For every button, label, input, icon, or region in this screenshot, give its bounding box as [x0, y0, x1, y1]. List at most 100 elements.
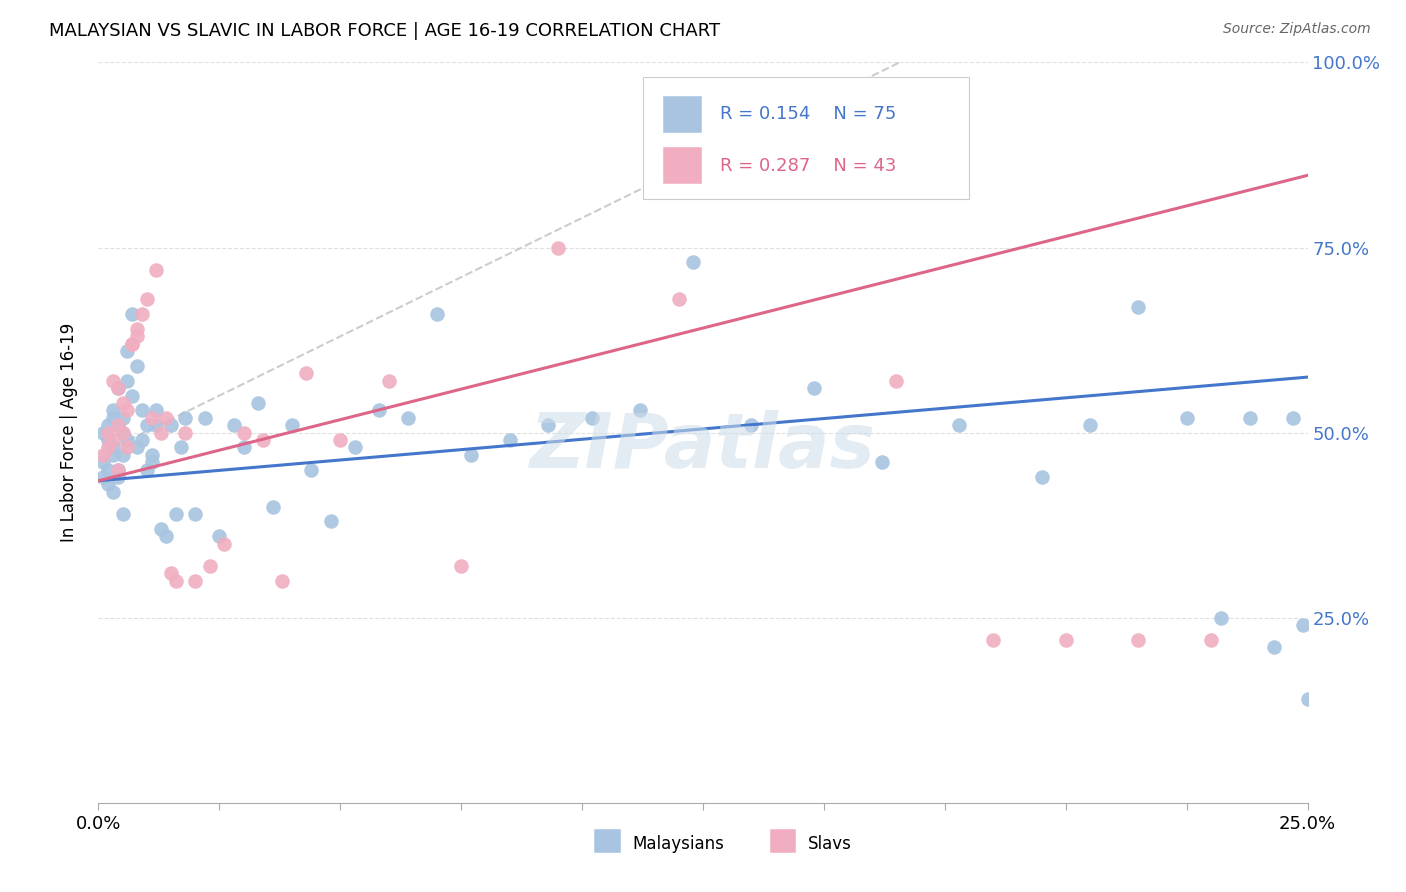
- Point: [145, 262, 167, 277]
- Point: [91, 470, 114, 484]
- Point: [222, 418, 245, 433]
- Point: [232, 425, 254, 440]
- Point: [111, 410, 134, 425]
- Point: [127, 329, 149, 343]
- Point: [1296, 692, 1319, 706]
- Point: [121, 307, 143, 321]
- Point: [194, 410, 217, 425]
- Point: [111, 396, 134, 410]
- Point: [1282, 410, 1305, 425]
- Point: [212, 536, 235, 550]
- Point: [131, 433, 153, 447]
- Point: [377, 374, 399, 388]
- Point: [117, 441, 139, 455]
- Bar: [769, 830, 796, 853]
- Point: [127, 359, 149, 373]
- Point: [271, 574, 294, 588]
- Point: [101, 433, 124, 447]
- Point: [121, 336, 143, 351]
- Point: [107, 462, 129, 476]
- Point: [155, 410, 177, 425]
- Point: [252, 433, 274, 447]
- Point: [547, 240, 569, 255]
- Point: [184, 507, 207, 521]
- Point: [319, 515, 342, 529]
- Point: [1031, 470, 1053, 484]
- Point: [111, 448, 134, 462]
- Point: [169, 441, 191, 455]
- Point: [101, 403, 124, 417]
- Point: [740, 418, 762, 433]
- Point: [160, 566, 183, 581]
- Point: [107, 462, 129, 476]
- Point: [160, 418, 183, 433]
- Point: [174, 410, 197, 425]
- Point: [150, 425, 173, 440]
- Point: [117, 433, 139, 447]
- Point: [127, 322, 149, 336]
- Point: [460, 448, 482, 462]
- Point: [131, 307, 153, 321]
- Point: [1199, 632, 1222, 647]
- Point: [145, 403, 167, 417]
- Text: R = 0.154    N = 75: R = 0.154 N = 75: [720, 105, 896, 123]
- Point: [165, 574, 187, 588]
- Point: [1078, 418, 1101, 433]
- Point: [150, 522, 173, 536]
- Point: [628, 403, 651, 417]
- Text: R = 0.287    N = 43: R = 0.287 N = 43: [720, 157, 896, 175]
- Point: [232, 441, 254, 455]
- Point: [135, 418, 157, 433]
- Point: [789, 174, 811, 188]
- Point: [948, 418, 970, 433]
- Y-axis label: In Labor Force | Age 16-19: In Labor Force | Age 16-19: [59, 323, 77, 542]
- Point: [107, 418, 129, 433]
- Point: [97, 441, 120, 455]
- Point: [368, 403, 391, 417]
- Point: [107, 470, 129, 484]
- Point: [498, 433, 520, 447]
- Point: [121, 388, 143, 402]
- Point: [329, 433, 352, 447]
- Point: [127, 441, 149, 455]
- Point: [97, 462, 120, 476]
- Point: [281, 418, 304, 433]
- Point: [117, 344, 139, 359]
- Point: [91, 455, 114, 469]
- Point: [97, 418, 120, 433]
- Point: [1263, 640, 1285, 655]
- Point: [141, 410, 163, 425]
- Point: [111, 425, 134, 440]
- Point: [141, 448, 163, 462]
- Point: [97, 477, 120, 491]
- Point: [1239, 410, 1261, 425]
- Point: [1209, 610, 1232, 624]
- Point: [184, 574, 207, 588]
- Point: [803, 381, 825, 395]
- Point: [295, 367, 318, 381]
- Point: [135, 293, 157, 307]
- Point: [581, 410, 603, 425]
- Point: [1054, 632, 1077, 647]
- Point: [141, 455, 163, 469]
- Point: [111, 507, 134, 521]
- Point: [247, 396, 270, 410]
- Point: [682, 255, 704, 269]
- Point: [1128, 632, 1150, 647]
- Point: [101, 484, 124, 499]
- Point: [426, 307, 449, 321]
- Point: [101, 374, 124, 388]
- Point: [107, 418, 129, 433]
- Point: [165, 507, 187, 521]
- Point: [91, 448, 114, 462]
- Point: [117, 403, 139, 417]
- Point: [870, 455, 893, 469]
- Point: [668, 293, 690, 307]
- Point: [107, 381, 129, 395]
- Point: [135, 462, 157, 476]
- Bar: [595, 830, 621, 853]
- Text: Malaysians: Malaysians: [633, 835, 724, 853]
- Text: MALAYSIAN VS SLAVIC IN LABOR FORCE | AGE 16-19 CORRELATION CHART: MALAYSIAN VS SLAVIC IN LABOR FORCE | AGE…: [49, 22, 720, 40]
- Point: [262, 500, 284, 514]
- Point: [299, 462, 322, 476]
